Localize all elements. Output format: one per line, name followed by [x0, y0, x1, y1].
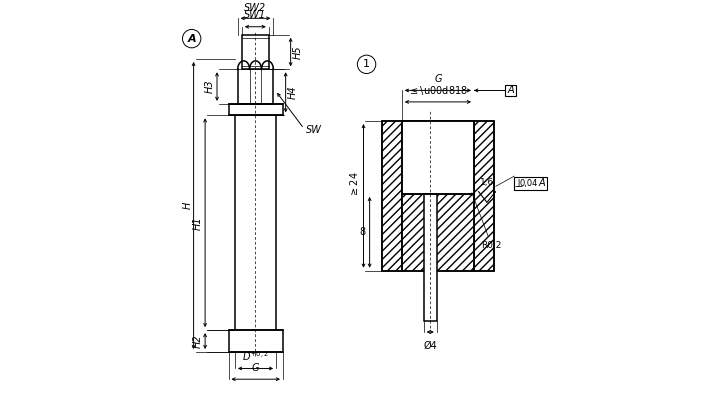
Text: Ø4: Ø4	[423, 340, 437, 350]
Text: SW: SW	[306, 124, 322, 134]
Text: H: H	[182, 202, 193, 209]
Text: 0,04: 0,04	[520, 179, 538, 188]
Bar	[228, 330, 283, 352]
Text: G: G	[434, 74, 442, 84]
Text: A: A	[507, 86, 514, 96]
Text: H1: H1	[193, 216, 204, 230]
Bar	[505, 85, 516, 96]
Bar	[382, 121, 494, 271]
Text: $\perp$: $\perp$	[512, 177, 524, 190]
Bar	[424, 194, 437, 320]
Text: $D^{+0,2}$: $D^{+0,2}$	[241, 349, 269, 363]
Text: A: A	[538, 178, 545, 188]
Text: $\leq$\u00d818: $\leq$\u00d818	[408, 84, 468, 97]
Text: H2: H2	[193, 334, 204, 348]
Bar	[242, 35, 269, 69]
Bar	[382, 121, 402, 271]
Text: R0,2: R0,2	[472, 193, 502, 250]
Bar	[228, 104, 283, 115]
Bar	[402, 121, 474, 194]
Bar	[235, 115, 276, 352]
Text: $\geq$24: $\geq$24	[348, 172, 360, 197]
Bar	[474, 121, 494, 271]
Bar	[514, 177, 547, 190]
Text: 8: 8	[360, 227, 366, 237]
Text: H3: H3	[205, 80, 215, 93]
Text: 1: 1	[363, 59, 370, 69]
Text: SW1: SW1	[244, 10, 266, 20]
Text: G: G	[252, 364, 259, 374]
Text: H4: H4	[288, 86, 297, 99]
Text: 1,6: 1,6	[480, 178, 494, 187]
Bar	[402, 194, 474, 271]
Text: H5: H5	[292, 45, 302, 59]
Text: SW2: SW2	[244, 2, 266, 12]
Text: A: A	[188, 34, 196, 44]
